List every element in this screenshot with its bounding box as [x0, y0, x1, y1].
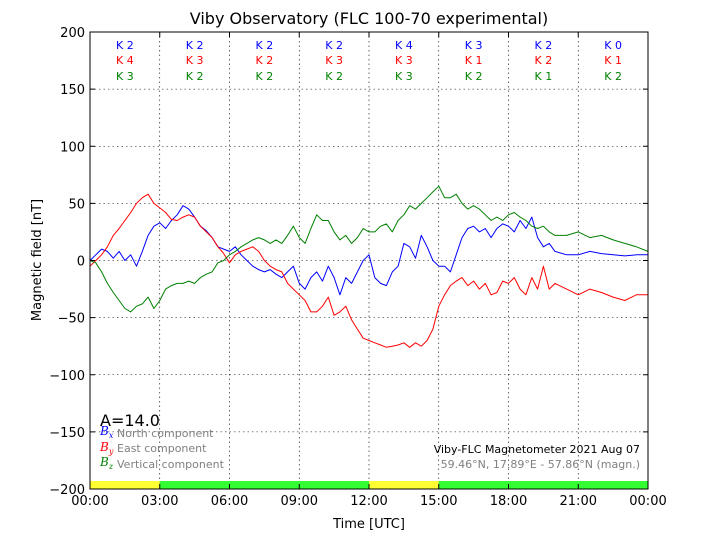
k-index-vertical: K 2 [604, 70, 622, 83]
x-tick-label: 09:00 [281, 494, 318, 509]
k-index-east: K 2 [256, 54, 274, 67]
k-index-north: K 2 [535, 39, 553, 52]
legend-symbol-north: Bx [99, 424, 114, 440]
k-index-east: K 1 [604, 54, 622, 67]
k-index-vertical: K 2 [465, 70, 483, 83]
x-tick-label: 00:00 [71, 494, 108, 509]
k-index-vertical: K 3 [116, 70, 134, 83]
k-index-north: K 4 [395, 39, 413, 52]
legend-label-north: North component [117, 427, 214, 440]
activity-bands [90, 481, 648, 489]
legend-label-east: East component [117, 442, 207, 455]
k-index-east: K 3 [395, 54, 413, 67]
k-index-table: K 2 K 2 K 2 K 2 K 4 K 3 K 2 K 0 K 4 K 3 K 2 K 3 K 3 K… [116, 39, 622, 83]
x-tick-label: 06:00 [211, 494, 248, 509]
y-tick-label: 50 [68, 197, 85, 212]
k-index-vertical: K 2 [325, 70, 343, 83]
activity-band-quiet [159, 481, 369, 489]
x-tick-label: 00:00 [629, 494, 666, 509]
k-index-east: K 2 [535, 54, 553, 67]
y-tick-label: −50 [58, 312, 85, 327]
k-index-north: K 3 [465, 39, 483, 52]
k-index-east: K 1 [465, 54, 483, 67]
x-tick-label: 18:00 [490, 494, 527, 509]
series-line-north [89, 205, 648, 296]
k-index-vertical: K 1 [535, 70, 553, 83]
k-index-east: K 4 [116, 54, 134, 67]
legend-entry-north: Bx North component [99, 424, 214, 440]
x-axis-title: Time [UTC] [332, 517, 405, 532]
series-line-east [89, 193, 648, 348]
axis-ticks: 00:00 03:00 06:00 09:00 12:00 15:00 18:00 21:00… [49, 26, 666, 509]
legend-symbol-east: By [99, 440, 114, 456]
k-index-north: K 2 [186, 39, 204, 52]
chart-title: Viby Observatory (FLC 100-70 experimenta… [190, 9, 549, 28]
legend: Bx North component By East component Bz … [99, 424, 225, 471]
y-tick-label: 0 [77, 255, 85, 270]
activity-index: A=14.0 [100, 411, 160, 430]
k-index-east: K 3 [325, 54, 343, 67]
legend-label-vertical: Vertical component [117, 458, 225, 471]
x-tick-label: 15:00 [420, 494, 457, 509]
k-index-vertical: K 2 [186, 70, 204, 83]
series-line-vertical [89, 185, 649, 313]
legend-symbol-vertical: Bz [99, 455, 114, 471]
y-tick-label: 200 [60, 26, 85, 41]
y-tick-label: −150 [49, 426, 85, 441]
station-coordinates: 59.46°N, 17.89°E - 57.86°N (magn.) [441, 458, 640, 471]
x-tick-label: 03:00 [141, 494, 178, 509]
y-axis-title: Magnetic field [nT] [30, 199, 45, 321]
k-index-north: K 2 [116, 39, 134, 52]
activity-band-quiet [438, 481, 648, 489]
legend-entry-vertical: Bz Vertical component [99, 455, 225, 471]
activity-band-active [369, 481, 439, 489]
k-index-north: K 0 [604, 39, 622, 52]
y-tick-label: 100 [60, 140, 85, 155]
x-tick-label: 21:00 [560, 494, 597, 509]
instrument-info: Viby-FLC Magnetometer 2021 Aug 07 [434, 443, 640, 456]
y-tick-label: −100 [49, 369, 85, 384]
y-tick-label: 150 [60, 83, 85, 98]
x-tick-label: 12:00 [350, 494, 387, 509]
series-lines [89, 185, 649, 348]
k-index-vertical: K 2 [256, 70, 274, 83]
y-tick-label: −200 [49, 483, 85, 498]
grid [90, 32, 648, 489]
k-index-vertical: K 3 [395, 70, 413, 83]
legend-entry-east: By East component [99, 440, 207, 456]
k-index-north: K 2 [325, 39, 343, 52]
activity-band-active [90, 481, 160, 489]
k-index-east: K 3 [186, 54, 204, 67]
k-index-north: K 2 [256, 39, 274, 52]
